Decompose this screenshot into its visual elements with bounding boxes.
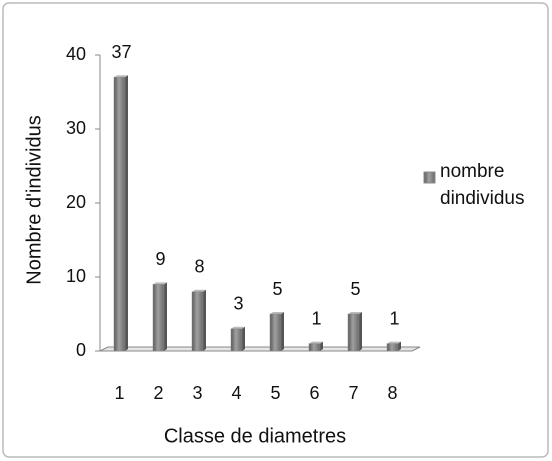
bar-side — [203, 289, 206, 351]
data-label: 9 — [155, 249, 165, 269]
bar — [230, 328, 243, 352]
data-label: 8 — [194, 257, 204, 277]
bar-top — [270, 312, 284, 314]
bar-side — [320, 341, 323, 351]
x-tick-label: 5 — [270, 383, 280, 403]
data-label: 1 — [389, 308, 399, 328]
bar-side — [242, 326, 245, 351]
bar — [269, 313, 282, 352]
y-tick-label: 0 — [76, 340, 86, 360]
x-axis-title: Classe de diametres — [164, 425, 346, 447]
data-label: 37 — [111, 42, 131, 62]
x-tick-label: 4 — [231, 383, 241, 403]
bar-side — [359, 312, 362, 351]
bar-top — [348, 312, 362, 314]
y-tick-label: 10 — [66, 266, 86, 286]
bar-top — [309, 341, 323, 344]
y-tick-label: 20 — [66, 192, 86, 212]
bar-side — [398, 341, 401, 351]
bar — [113, 76, 126, 352]
bar-top — [231, 326, 245, 329]
data-label: 5 — [272, 279, 282, 299]
bar — [347, 313, 360, 352]
x-tick-label: 1 — [114, 383, 124, 403]
bar — [386, 343, 399, 352]
floor — [99, 346, 421, 352]
x-tick-label: 8 — [387, 383, 397, 403]
bar-top — [153, 282, 167, 285]
x-tick-label: 3 — [192, 383, 202, 403]
y-axis-title: Nombre d'individus — [23, 115, 45, 284]
bar-top — [114, 75, 128, 78]
bar-side — [125, 75, 128, 351]
data-label: 1 — [311, 308, 321, 328]
legend-swatch — [423, 171, 436, 184]
x-tick-label: 6 — [309, 383, 319, 403]
legend-label: nombre dindividus — [440, 161, 525, 209]
y-tick-label: 40 — [66, 44, 86, 64]
bar — [308, 343, 321, 352]
bar-top — [192, 289, 206, 292]
x-tick-label: 7 — [348, 383, 358, 403]
bar-side — [164, 282, 167, 351]
x-tick-label: 2 — [153, 383, 163, 403]
y-tick-label: 30 — [66, 118, 86, 138]
bar — [191, 291, 204, 352]
bar — [152, 284, 165, 352]
bar-top — [387, 341, 401, 344]
data-label: 5 — [350, 279, 360, 299]
bar-side — [281, 312, 284, 351]
data-label: 3 — [233, 294, 243, 314]
